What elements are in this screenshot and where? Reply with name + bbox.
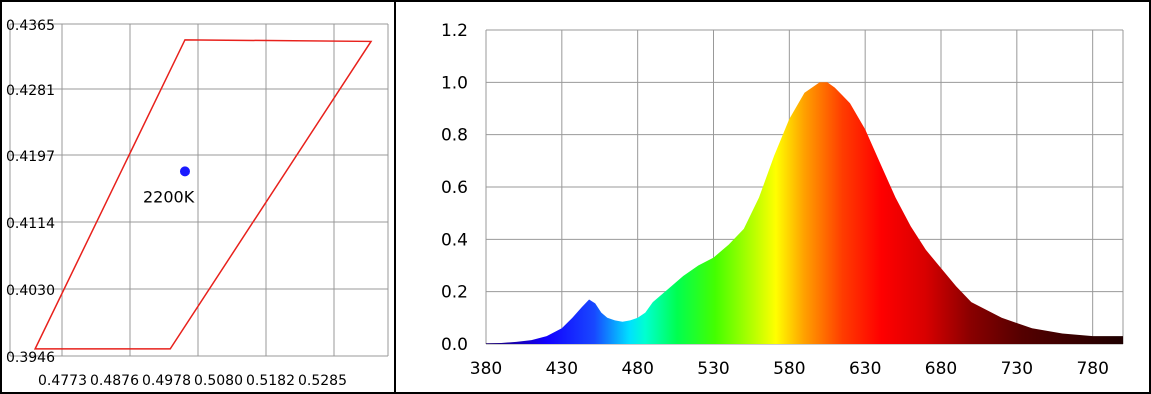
x-tick-label: 480: [621, 359, 653, 379]
x-tick-label: 0.4773: [38, 373, 87, 389]
y-tick-label: 0.4114: [6, 216, 55, 232]
y-tick-label: 0.6: [441, 178, 468, 198]
x-tick-label: 580: [773, 359, 805, 379]
chromaticity-chart: 0.4365 0.4281 0.4197 0.4114 0.4030 0.3946 0.4…: [6, 18, 389, 389]
spectrum-y-ticks: 0.0 0.2 0.4 0.6 0.8 1.0 1.2: [441, 21, 468, 355]
x-tick-label: 430: [546, 359, 578, 379]
chromaticity-point: [179, 166, 190, 177]
y-tick-label: 0.4197: [6, 149, 55, 165]
y-tick-label: 1.0: [441, 73, 468, 93]
x-tick-label: 630: [849, 359, 881, 379]
x-tick-label: 730: [1001, 359, 1033, 379]
y-tick-label: 1.2: [441, 21, 468, 41]
y-tick-label: 0.4281: [6, 83, 55, 99]
ansi-quadrangle: [33, 39, 373, 350]
x-tick-label: 0.5182: [246, 373, 295, 389]
y-tick-label: 0.3946: [6, 350, 55, 366]
x-tick-label: 0.5080: [194, 373, 243, 389]
spectrum-panel: [394, 0, 1151, 394]
x-tick-label: 0.4876: [90, 373, 139, 389]
chromaticity-x-ticks: 0.4773 0.4876 0.4978 0.5080 0.5182 0.5285: [38, 373, 347, 389]
y-tick-label: 0.0: [441, 335, 468, 355]
y-tick-label: 0.2: [441, 283, 468, 303]
x-tick-label: 380: [470, 359, 502, 379]
spectrum-chart: 0.0 0.2 0.4 0.6 0.8 1.0 1.2 380 430 480 530 580 630…: [441, 21, 1124, 379]
x-tick-label: 0.4978: [142, 373, 191, 389]
spectrum-x-ticks: 380 430 480 530 580 630 680 730 780: [470, 359, 1109, 379]
x-tick-label: 0.5285: [298, 373, 347, 389]
y-tick-label: 0.8: [441, 126, 468, 146]
x-tick-label: 530: [697, 359, 729, 379]
x-tick-label: 780: [1076, 359, 1108, 379]
y-tick-label: 0.4: [441, 230, 468, 250]
spectral-power-area: [486, 82, 1123, 345]
chromaticity-grid: [9, 23, 389, 357]
cct-label: 2200K: [143, 187, 195, 206]
y-tick-label: 0.4030: [6, 283, 55, 299]
chromaticity-y-ticks: 0.4365 0.4281 0.4197 0.4114 0.4030 0.3946: [6, 18, 55, 366]
y-tick-label: 0.4365: [6, 18, 55, 34]
x-tick-label: 680: [925, 359, 957, 379]
